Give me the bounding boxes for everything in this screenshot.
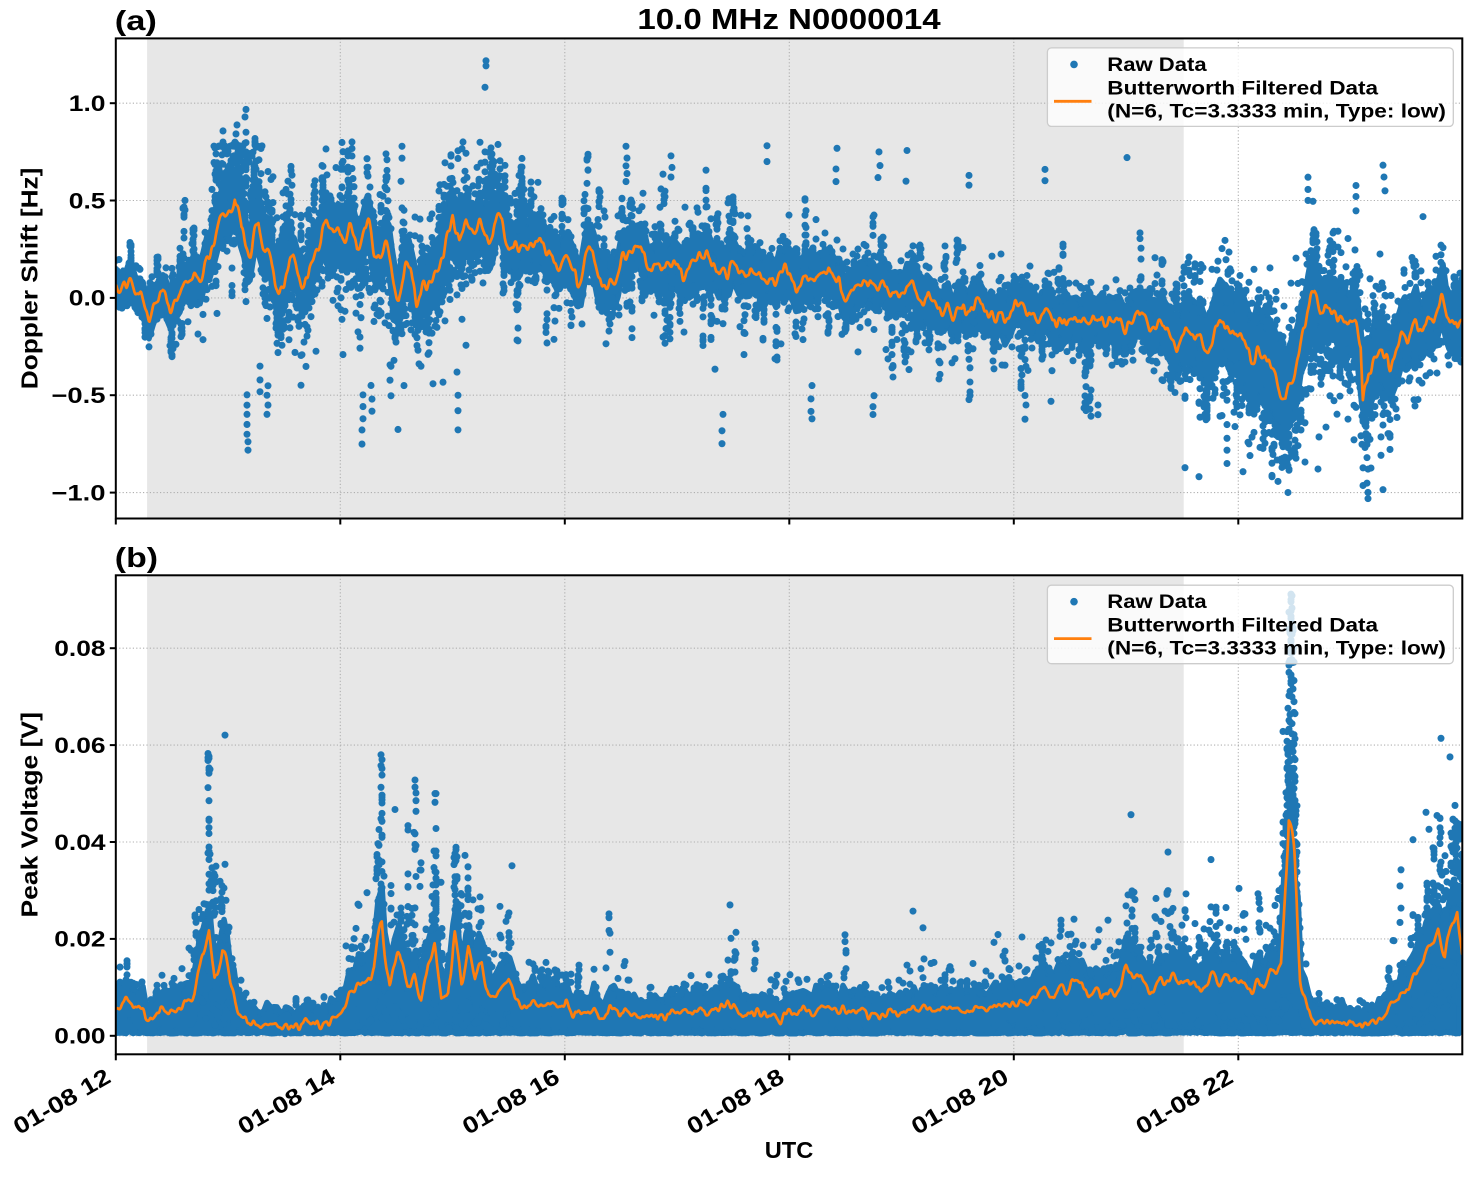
svg-text:UTC: UTC (765, 1137, 814, 1163)
svg-text:(N=6, Tc=3.3333 min, Type: low: (N=6, Tc=3.3333 min, Type: low) (1107, 101, 1446, 122)
svg-text:0.08: 0.08 (54, 637, 105, 661)
svg-text:0.0: 0.0 (69, 287, 106, 311)
svg-text:(a): (a) (115, 5, 157, 36)
svg-text:0.00: 0.00 (54, 1025, 105, 1049)
svg-text:Doppler Shift [Hz]: Doppler Shift [Hz] (18, 168, 43, 390)
svg-text:Peak Voltage [V]: Peak Voltage [V] (18, 712, 43, 917)
svg-text:1.0: 1.0 (69, 92, 106, 116)
svg-text:−1.0: −1.0 (51, 481, 105, 506)
svg-text:10.0 MHz N0000014: 10.0 MHz N0000014 (637, 3, 940, 35)
svg-text:0.04: 0.04 (54, 831, 106, 855)
svg-text:Butterworth Filtered Data: Butterworth Filtered Data (1107, 78, 1378, 99)
svg-text:(b): (b) (115, 542, 158, 574)
svg-text:0.06: 0.06 (54, 734, 105, 758)
svg-text:Butterworth Filtered Data: Butterworth Filtered Data (1107, 615, 1378, 636)
svg-text:0.02: 0.02 (54, 928, 105, 952)
svg-text:(N=6, Tc=3.3333 min, Type: low: (N=6, Tc=3.3333 min, Type: low) (1107, 638, 1446, 659)
svg-text:Raw Data: Raw Data (1107, 591, 1207, 613)
svg-text:−0.5: −0.5 (51, 384, 105, 409)
svg-text:0.5: 0.5 (69, 189, 106, 213)
svg-text:Raw Data: Raw Data (1107, 54, 1207, 76)
